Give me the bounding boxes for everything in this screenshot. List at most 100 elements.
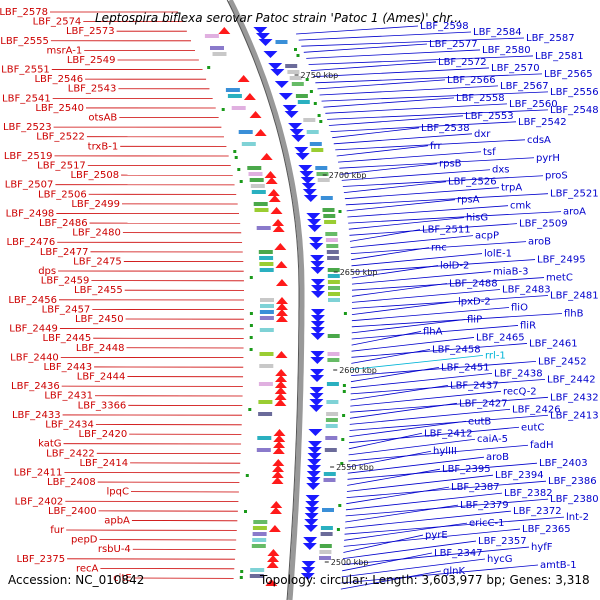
cog-block-right [327, 256, 340, 260]
cog-block-right [327, 334, 340, 338]
right-gene-label: LBF_2572 [438, 57, 487, 68]
cog-block-right [315, 166, 328, 170]
left-gene-label: LBF_2449 [9, 324, 58, 335]
reverse-gene-arrow [273, 435, 286, 442]
cog-block-right [287, 70, 300, 74]
right-gene-label: eutC [521, 422, 544, 433]
accession-label: Accession: NC_010842 [8, 573, 145, 587]
right-gene-label: LBF_2587 [526, 33, 575, 44]
cog-block-right [324, 220, 337, 224]
gc-marker-right [296, 54, 300, 57]
gc-marker-left [248, 408, 252, 411]
cog-block-left [241, 142, 256, 146]
forward-gene-arrow [303, 537, 318, 544]
left-gene-label: msrA-1 [47, 45, 83, 56]
right-gene-label: recQ-2 [503, 386, 537, 397]
reverse-gene-arrow [249, 111, 262, 118]
cog-block-right [328, 292, 340, 296]
right-label-connector [351, 253, 483, 267]
reverse-gene-arrow [218, 27, 231, 34]
cog-block-left [256, 448, 271, 452]
reverse-gene-arrow [272, 225, 285, 232]
left-gene-label: LBF_2543 [68, 84, 117, 95]
right-gene-label: LBF_2483 [502, 285, 551, 296]
right-label-connector [296, 25, 419, 35]
right-gene-label: pyrH [536, 153, 560, 164]
right-gene-label: rpsA [457, 195, 480, 206]
left-gene-label: LBF_2436 [11, 381, 60, 392]
right-label-connector [351, 271, 492, 285]
cog-block-right [285, 64, 298, 68]
reverse-gene-arrow [243, 93, 256, 100]
left-gene-label: LBF_2450 [75, 314, 124, 325]
right-label-connector [349, 402, 458, 419]
cog-block-right [311, 148, 324, 152]
right-gene-label: LBF_2387 [451, 482, 500, 493]
right-label-connector [344, 522, 468, 541]
right-gene-label: fliR [520, 320, 536, 331]
right-gene-label: LBF_2413 [550, 410, 599, 421]
left-gene-label: LBF_2546 [34, 74, 83, 85]
right-gene-label: LBF_2558 [456, 93, 505, 104]
right-gene-label: LBF_2365 [522, 524, 571, 535]
cog-block-right [322, 508, 334, 512]
right-label-connector [347, 462, 538, 480]
forward-gene-arrow [274, 81, 289, 88]
right-gene-label: rnc [431, 243, 447, 254]
right-gene-label: fliO [511, 302, 528, 313]
right-gene-label: hisG [466, 213, 488, 224]
left-gene-label: rsbU-4 [98, 544, 131, 555]
reverse-gene-arrow [271, 471, 284, 478]
kbp-tick-label: 2750 kbp [301, 71, 339, 80]
left-gene-label: LBF_2375 [16, 554, 65, 565]
reverse-gene-arrow [272, 465, 285, 472]
right-gene-label: LBF_2437 [450, 380, 499, 391]
right-gene-label: LBF_2442 [547, 374, 596, 385]
right-gene-label: LBF_2509 [519, 219, 568, 230]
forward-gene-arrow [307, 453, 322, 460]
forward-gene-arrow [304, 513, 319, 520]
left-gene-label: LBF_2541 [2, 93, 51, 104]
reverse-gene-arrow [274, 387, 287, 394]
left-gene-label: LBF_2434 [45, 420, 94, 431]
right-gene-label: acpP [475, 231, 499, 242]
forward-gene-arrow [300, 573, 315, 580]
right-label-connector [351, 265, 439, 279]
forward-gene-arrow [307, 219, 322, 226]
right-gene-label: LBF_2560 [509, 99, 558, 110]
cog-block-left [250, 184, 265, 188]
forward-gene-arrow [310, 279, 325, 286]
gc-marker-left [244, 510, 247, 513]
right-gene-label: eutB [468, 416, 491, 427]
reverse-gene-arrow [270, 207, 283, 214]
right-label-connector [344, 516, 565, 535]
reverse-gene-arrow [275, 375, 288, 382]
forward-gene-arrow [309, 399, 324, 406]
left-gene-label: LBF_2517 [37, 160, 86, 171]
cog-block-right [326, 244, 339, 248]
left-gene-label: LBF_2455 [74, 285, 123, 296]
cog-block-left [238, 130, 253, 134]
reverse-gene-arrow [275, 369, 288, 376]
right-gene-label: LBF_2511 [422, 225, 471, 236]
forward-gene-arrow [307, 447, 322, 454]
right-label-connector [350, 372, 493, 389]
cog-block-left [259, 352, 274, 356]
forward-gene-arrow [303, 195, 318, 202]
cog-block-right [325, 436, 338, 440]
cog-block-right [319, 544, 332, 548]
right-label-connector [348, 444, 529, 462]
gc-marker-right [317, 114, 321, 117]
right-label-connector [348, 450, 432, 468]
right-label-connector [351, 259, 536, 273]
right-gene-label: LBF_2556 [550, 87, 599, 98]
right-label-connector [351, 301, 457, 315]
cog-block-right [327, 280, 340, 284]
left-gene-label: LBF_2480 [72, 228, 121, 239]
reverse-gene-arrow [265, 177, 278, 184]
right-gene-label: LBF_2581 [535, 51, 584, 62]
right-label-connector [336, 145, 429, 157]
cog-block-left [210, 46, 224, 50]
forward-gene-arrow [298, 165, 313, 172]
right-label-connector [341, 558, 486, 578]
